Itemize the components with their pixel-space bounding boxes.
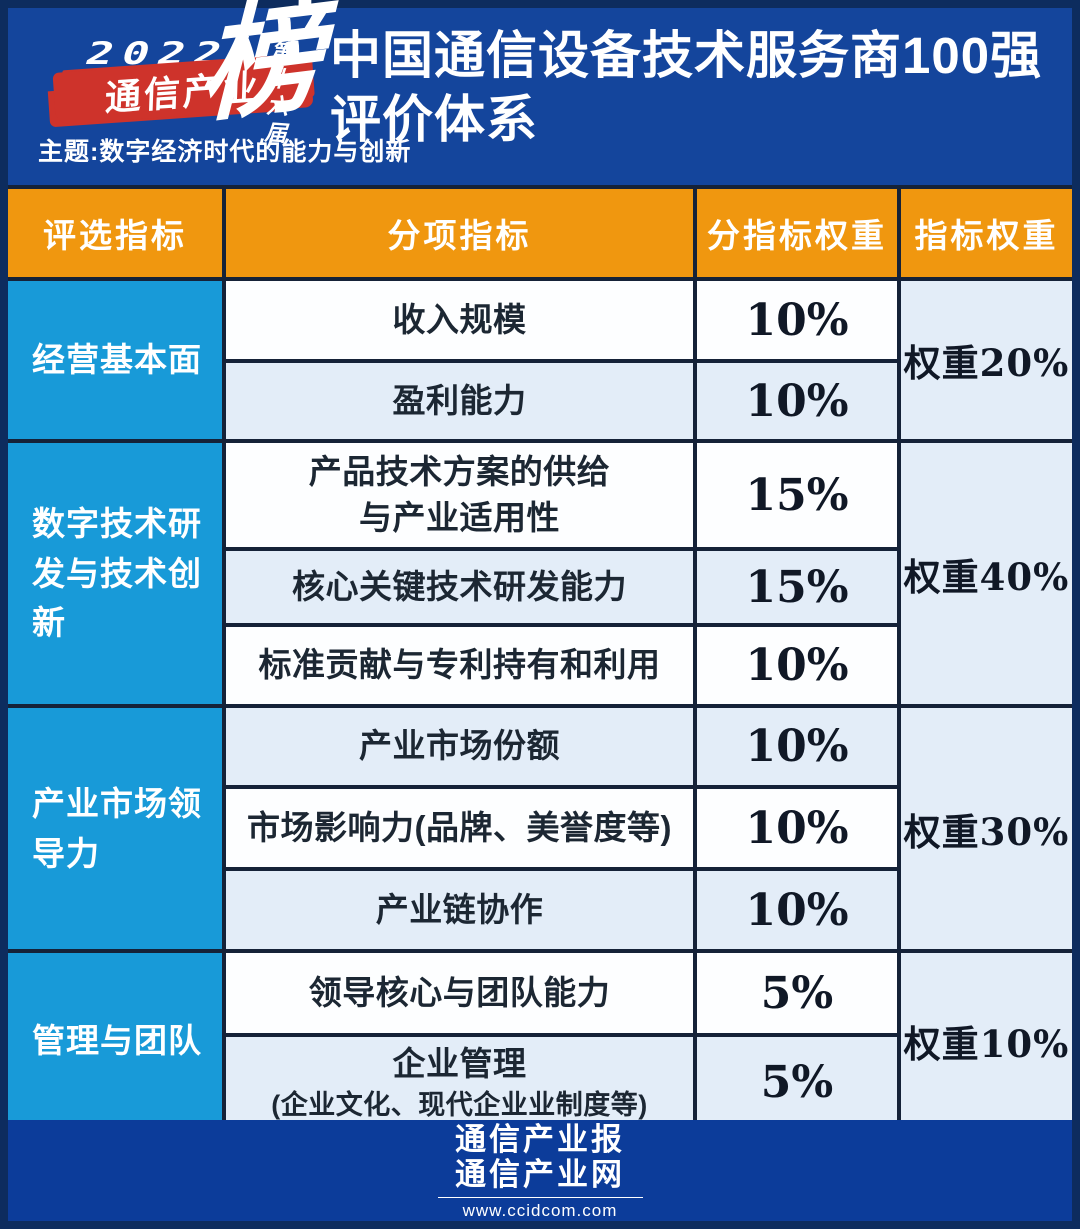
label-cell: 产业链协作	[226, 871, 693, 949]
value-cell: 10%	[697, 363, 897, 439]
weight-cell: 权重20%	[901, 281, 1072, 439]
weight-cell: 权重10%	[901, 953, 1072, 1129]
weight-cell: 权重30%	[901, 708, 1072, 949]
value-cell: 10%	[697, 708, 897, 785]
label-cell: 标准贡献与专利持有和利用	[226, 627, 693, 704]
header-cell-category: 评选指标	[8, 189, 222, 277]
value-cell: 10%	[697, 789, 897, 867]
label-cell: 产品技术方案的供给 与产业适用性	[226, 443, 693, 547]
header-cell-subweight: 分指标权重	[697, 189, 897, 277]
category-cell-digital-rnd: 数字技术研 发与技术创 新	[8, 443, 222, 704]
footer-url: www.ccidcom.com	[462, 1201, 618, 1220]
label-cell: 核心关键技术研发能力	[226, 551, 693, 623]
page-title-line-1: 中国通信设备技术服务商100强	[330, 27, 1043, 84]
footer: 通信产业报 通信产业网 www.ccidcom.com	[8, 1120, 1072, 1221]
label-cell: 收入规模	[226, 281, 693, 359]
weight-cell: 权重40%	[901, 443, 1072, 704]
category-cell-fundamentals: 经营基本面	[8, 281, 222, 439]
header-cell-subindex: 分项指标	[226, 189, 693, 277]
label-sub: (企业文化、现代企业业制度等)	[271, 1090, 648, 1121]
logo-theme: 主题:数字经济时代的能力与创新	[38, 138, 412, 166]
hero-banner: 2022 通信产业 榜 第十六届 主题:数字经济时代的能力与创新 中国通信设备技…	[8, 0, 1072, 185]
value-cell: 15%	[697, 443, 897, 547]
header-cell-weight: 指标权重	[901, 189, 1072, 277]
page-frame: 2022 通信产业 榜 第十六届 主题:数字经济时代的能力与创新 中国通信设备技…	[8, 0, 1072, 1221]
value-cell: 5%	[697, 953, 897, 1033]
footer-brand-website: 通信产业网	[455, 1157, 625, 1192]
value-cell: 15%	[697, 551, 897, 623]
event-logo: 2022 通信产业 榜 第十六届 主题:数字经济时代的能力与创新	[8, 0, 410, 185]
evaluation-table: 评选指标 分项指标 分指标权重 指标权重 经营基本面 收入规模 10% 盈利能力…	[8, 185, 1072, 1129]
label-cell: 领导核心与团队能力	[226, 953, 693, 1033]
label-cell: 企业管理 (企业文化、现代企业业制度等)	[226, 1037, 693, 1129]
category-cell-management-team: 管理与团队	[8, 953, 222, 1129]
label-main: 企业管理	[392, 1045, 527, 1082]
value-cell: 5%	[697, 1037, 897, 1129]
page-title-line-2: 评价体系	[330, 91, 539, 148]
label-cell: 产业市场份额	[226, 708, 693, 785]
footer-divider	[437, 1197, 643, 1198]
label-cell: 市场影响力(品牌、美誉度等)	[226, 789, 693, 867]
footer-brand-newspaper: 通信产业报	[455, 1122, 625, 1157]
value-cell: 10%	[697, 627, 897, 704]
value-cell: 10%	[697, 281, 897, 359]
category-cell-market-leadership: 产业市场领 导力	[8, 708, 222, 949]
page-title: 中国通信设备技术服务商100强 评价体系	[330, 24, 1070, 152]
value-cell: 10%	[697, 871, 897, 949]
label-cell: 盈利能力	[226, 363, 693, 439]
